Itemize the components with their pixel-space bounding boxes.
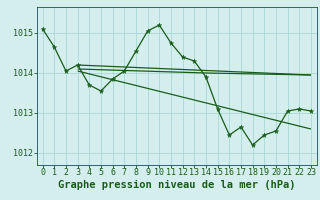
- X-axis label: Graphe pression niveau de la mer (hPa): Graphe pression niveau de la mer (hPa): [58, 180, 296, 190]
